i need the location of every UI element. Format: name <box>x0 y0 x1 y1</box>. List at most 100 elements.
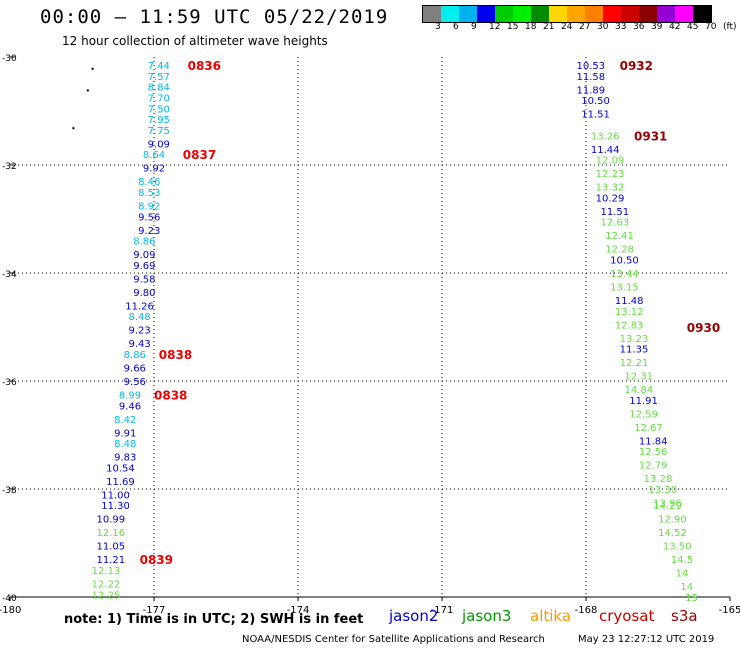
time-label: 0836 <box>188 59 221 73</box>
data-point-track-west: 9.56 <box>124 377 146 388</box>
data-point-track-west: 11.00 <box>101 490 130 501</box>
data-point-track-east: 11.51 <box>600 207 629 218</box>
data-point-track-west: 9.80 <box>133 288 155 299</box>
data-point-track-east: 13.12 <box>615 307 644 318</box>
data-point-track-east: 13.15 <box>610 283 639 294</box>
x-tick-label: -180 <box>0 605 21 616</box>
color-scale-label: 39 <box>651 22 663 32</box>
data-point-track-west: 12.25 <box>92 590 121 601</box>
time-label: 0838 <box>154 389 187 403</box>
data-point-track-west: 7.44 <box>148 61 170 72</box>
time-label: 0930 <box>687 321 720 335</box>
data-point-track-west: 8.48 <box>114 439 136 450</box>
data-point-track-east: 12.21 <box>620 358 649 369</box>
color-swatch <box>675 6 693 22</box>
data-point-track-west: 9.46 <box>119 401 141 412</box>
legend-jason3: jason3 <box>462 607 512 625</box>
data-point-track-east: 11.44 <box>591 145 620 156</box>
x-tick-label: -174 <box>287 605 310 616</box>
color-swatch <box>531 6 549 22</box>
data-point-track-east: 12.56 <box>639 447 668 458</box>
data-point-track-east: 13.23 <box>620 334 649 345</box>
island-dot <box>86 89 89 92</box>
data-point-track-east: 12.28 <box>605 245 634 256</box>
data-point-track-east: 14 <box>680 582 693 593</box>
data-point-track-west: 11.05 <box>96 542 125 553</box>
data-point-track-west: 9.23 <box>128 326 150 337</box>
data-point-track-west: 7.75 <box>148 126 170 137</box>
data-point-track-west: 9.92 <box>143 164 165 175</box>
legend-s3a: s3a <box>671 607 698 625</box>
time-label: 0931 <box>634 129 667 143</box>
data-point-track-east: 12.90 <box>658 515 687 526</box>
color-scale-label: 15 <box>507 22 519 32</box>
data-point-track-west: 8.99 <box>119 391 141 402</box>
time-label: 0932 <box>620 59 653 73</box>
color-swatch <box>423 6 441 22</box>
data-point-track-west: 8.64 <box>143 150 165 161</box>
legend-cryosat: cryosat <box>599 607 655 625</box>
data-point-track-west: 10.54 <box>106 463 135 474</box>
island-dot <box>72 127 75 130</box>
data-point-track-west: 8.92 <box>138 202 160 213</box>
data-point-track-west: 8.46 <box>138 177 160 188</box>
data-point-track-east: 14.5 <box>671 555 693 566</box>
x-tick-label: -171 <box>431 605 454 616</box>
data-point-track-east: 12.09 <box>596 156 625 167</box>
data-point-track-west: 9.69 <box>133 261 155 272</box>
data-point-track-west: 8.42 <box>114 415 136 426</box>
data-point-track-west: 12.22 <box>92 580 121 591</box>
color-scale-label: 70 <box>705 22 717 32</box>
data-point-track-east: 11.51 <box>581 110 610 121</box>
color-swatch <box>441 6 459 22</box>
data-point-track-west: 9.43 <box>128 339 150 350</box>
color-swatch <box>621 6 639 22</box>
data-point-track-east: 11.89 <box>576 85 605 96</box>
data-point-track-east: 14.29 <box>653 501 682 512</box>
color-scale-label: 6 <box>453 22 459 32</box>
color-scale-bar <box>422 5 712 23</box>
data-point-track-west: 9.56 <box>138 212 160 223</box>
data-point-track-east: 12.23 <box>596 169 625 180</box>
footer-timestamp: May 23 12:27:12 UTC 2019 <box>578 634 715 645</box>
color-swatch <box>513 6 531 22</box>
y-tick-label: -30 <box>2 54 17 64</box>
color-swatch <box>495 6 513 22</box>
data-point-track-west: 11.26 <box>125 301 154 312</box>
data-point-track-west: 9.66 <box>124 364 146 375</box>
time-label: 0839 <box>140 553 173 567</box>
x-tick-label: -177 <box>143 605 166 616</box>
data-point-track-east: 13.32 <box>596 183 625 194</box>
color-scale-label: (ft) <box>723 22 737 32</box>
data-point-track-east: 10.50 <box>610 256 639 267</box>
footer-credit: NOAA/NESDIS Center for Satellite Applica… <box>242 634 545 645</box>
data-point-track-east: 11.48 <box>615 296 644 307</box>
data-point-track-west: 7.57 <box>148 72 170 83</box>
data-point-track-east: 13.30 <box>648 485 677 496</box>
color-scale-label: 30 <box>597 22 609 32</box>
color-scale-label: 21 <box>543 22 555 32</box>
data-point-track-west: 8.84 <box>148 83 170 94</box>
data-point-track-west: 7.95 <box>148 115 170 126</box>
color-swatch <box>567 6 585 22</box>
data-point-track-east: 14.52 <box>658 528 687 539</box>
data-point-track-east: 13.26 <box>591 131 620 142</box>
data-point-track-east: 13.44 <box>610 269 639 280</box>
color-scale-label: 9 <box>471 22 477 32</box>
data-point-track-west: 7.70 <box>148 94 170 105</box>
data-point-track-west: 8.86 <box>124 350 146 361</box>
data-point-track-west: 12.16 <box>96 528 125 539</box>
data-point-track-west: 7.50 <box>148 104 170 115</box>
data-point-track-east: 11.58 <box>576 72 605 83</box>
data-point-track-east: 12.59 <box>629 409 658 420</box>
color-scale-label: 18 <box>525 22 537 32</box>
color-swatch <box>657 6 675 22</box>
color-scale-label: 27 <box>579 22 591 32</box>
note-text: note: 1) Time is in UTC; 2) SWH is in fe… <box>64 612 364 627</box>
data-point-track-east: 10.50 <box>581 96 610 107</box>
data-point-track-west: 11.30 <box>101 501 130 512</box>
color-scale-label: 33 <box>615 22 627 32</box>
data-point-track-east: 14 <box>676 569 689 580</box>
data-point-track-east: 11.84 <box>639 436 668 447</box>
